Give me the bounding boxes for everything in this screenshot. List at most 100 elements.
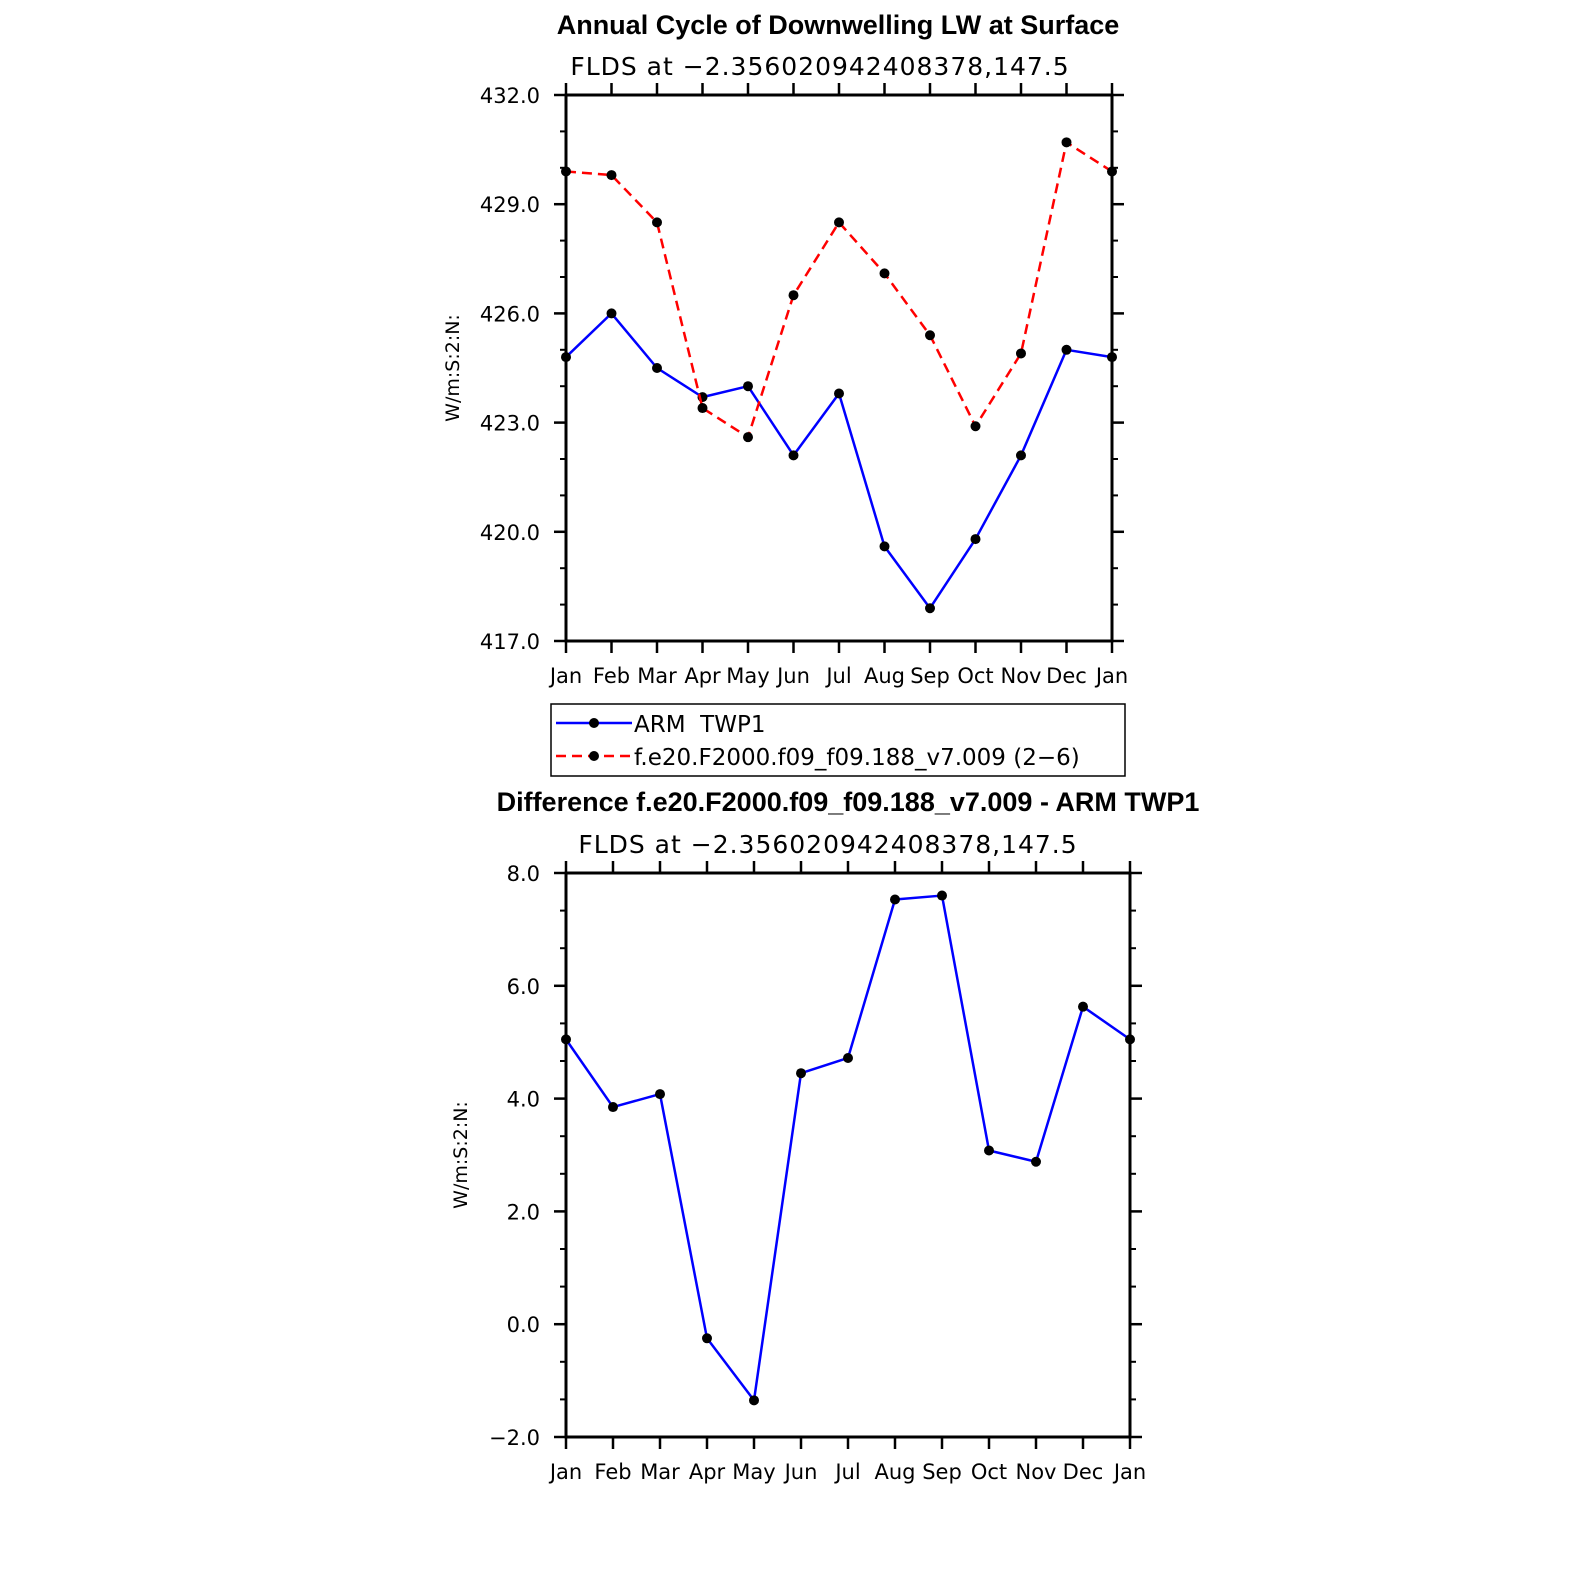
x-tick-label: Jul xyxy=(824,664,851,688)
x-tick-label: Aug xyxy=(874,1460,915,1484)
x-tick-label: Jul xyxy=(833,1460,860,1484)
series-0-point xyxy=(1016,450,1026,461)
y-tick-label: 423.0 xyxy=(480,412,540,436)
series-0-point xyxy=(608,1102,618,1113)
series-1-point xyxy=(697,403,708,414)
chart1-subtitle: FLDS at −2.356020942408378,147.5 xyxy=(570,52,1069,81)
y-tick-label: 6.0 xyxy=(507,975,540,999)
annual-cycle-chart: Annual Cycle of Downwelling LW at Surfac… xyxy=(442,10,1128,777)
series-1-point xyxy=(1107,166,1117,177)
x-tick-label: Jan xyxy=(548,1460,582,1484)
x-tick-label: May xyxy=(726,664,769,688)
chart1-legend: ARM TWP1 f.e20.F2000.f09_f09.188_v7.009 … xyxy=(550,703,1126,777)
series-0-point xyxy=(606,308,617,319)
series-0-point xyxy=(925,603,935,614)
series-line-0 xyxy=(564,894,1131,1402)
chart1-ylabel: W/m:S:2:N: xyxy=(442,314,464,422)
y-tick-label: 420.0 xyxy=(480,521,540,545)
chart1-series xyxy=(561,137,1117,614)
series-1-point xyxy=(925,330,935,341)
y-tick-label: 2.0 xyxy=(507,1200,540,1224)
series-0-point xyxy=(937,890,947,901)
legend-label-model: f.e20.F2000.f09_f09.188_v7.009 (2−6) xyxy=(634,745,1080,771)
series-line-0 xyxy=(565,312,1113,610)
chart1-ticks xyxy=(554,83,1124,653)
series-1-point xyxy=(606,170,617,181)
legend-label-arm: ARM TWP1 xyxy=(634,712,765,738)
x-tick-label: Dec xyxy=(1063,1460,1104,1484)
y-tick-label: 432.0 xyxy=(480,84,540,108)
chart2-ylabel: W/m:S:2:N: xyxy=(450,1101,472,1209)
chart2-ticks xyxy=(554,861,1142,1449)
series-1-point xyxy=(788,290,799,301)
series-0-point xyxy=(561,1034,571,1045)
series-1-point xyxy=(879,268,890,279)
x-tick-label: Oct xyxy=(957,664,993,688)
series-0-point xyxy=(702,1333,712,1344)
series-1-point xyxy=(834,217,844,228)
series-1-point xyxy=(1016,348,1026,359)
series-0-point xyxy=(984,1145,994,1156)
series-0-point xyxy=(561,352,571,363)
series-0-point xyxy=(1031,1156,1041,1167)
legend-box xyxy=(550,703,1126,777)
series-0-point xyxy=(1078,1001,1088,1012)
y-tick-label: 417.0 xyxy=(480,630,540,654)
y-tick-label: 426.0 xyxy=(480,302,540,326)
y-tick-label: 4.0 xyxy=(507,1088,540,1112)
x-tick-label: Aug xyxy=(864,664,905,688)
chart2-series xyxy=(561,890,1135,1406)
series-1-point xyxy=(1061,137,1072,148)
series-0-point xyxy=(1061,344,1072,355)
y-tick-label: 429.0 xyxy=(480,193,540,217)
series-0-point xyxy=(970,534,981,545)
series-0-point xyxy=(843,1052,853,1063)
series-0-point xyxy=(743,381,753,392)
legend-marker-model xyxy=(589,751,599,761)
y-tick-label: 8.0 xyxy=(507,862,540,886)
chart2-title: Difference f.e20.F2000.f09_f09.188_v7.00… xyxy=(497,787,1200,817)
x-tick-label: Mar xyxy=(640,1460,680,1484)
difference-chart: Difference f.e20.F2000.f09_f09.188_v7.00… xyxy=(450,787,1199,1484)
x-tick-label: Sep xyxy=(910,664,950,688)
x-tick-label: Nov xyxy=(1016,1460,1057,1484)
x-tick-label: Feb xyxy=(593,664,630,688)
chart2-y-tick-labels: −2.0 0.0 2.0 4.0 6.0 8.0 xyxy=(489,862,540,1450)
chart2-plot-frame xyxy=(564,871,1132,1439)
x-tick-label: Feb xyxy=(594,1460,631,1484)
chart1-title: Annual Cycle of Downwelling LW at Surfac… xyxy=(557,10,1120,40)
chart1-x-tick-labels: Jan Feb Mar Apr May Jun Jul Aug Sep Oct Nov Dec Jan xyxy=(548,664,1128,688)
series-1-point xyxy=(970,421,981,432)
x-tick-label: Mar xyxy=(637,664,677,688)
x-tick-label: Jun xyxy=(783,1460,818,1484)
series-0-point xyxy=(655,1089,665,1100)
x-tick-label: Dec xyxy=(1046,664,1087,688)
series-1-point xyxy=(652,217,662,228)
series-0-point xyxy=(749,1395,759,1406)
series-0-point xyxy=(879,541,890,552)
chart2-x-tick-labels: Jan Feb Mar Apr May Jun Jul Aug Sep Oct Nov Dec Jan xyxy=(548,1460,1146,1484)
x-tick-label: Oct xyxy=(971,1460,1007,1484)
series-0-point xyxy=(652,363,662,373)
x-tick-label: Apr xyxy=(684,664,721,688)
y-tick-label: 0.0 xyxy=(507,1313,540,1337)
series-0-point xyxy=(788,450,799,461)
x-tick-label: Apr xyxy=(689,1460,726,1484)
series-0-point xyxy=(890,894,900,905)
x-tick-label: May xyxy=(732,1460,775,1484)
x-tick-label: Jan xyxy=(1112,1460,1146,1484)
series-0-point xyxy=(1125,1034,1135,1045)
legend-marker-arm xyxy=(589,718,599,728)
chart1-y-tick-labels: 417.0 420.0 423.0 426.0 429.0 432.0 xyxy=(480,84,540,654)
series-0-point xyxy=(834,388,844,399)
series-0-point xyxy=(796,1068,806,1079)
x-tick-label: Jun xyxy=(775,664,810,688)
x-tick-label: Nov xyxy=(1001,664,1042,688)
series-1-point xyxy=(743,432,753,443)
chart1-plot-frame xyxy=(564,93,1114,643)
series-1-point xyxy=(561,166,571,177)
series-0-point xyxy=(1107,352,1117,363)
x-tick-label: Jan xyxy=(1094,664,1128,688)
y-tick-label: −2.0 xyxy=(489,1426,540,1450)
